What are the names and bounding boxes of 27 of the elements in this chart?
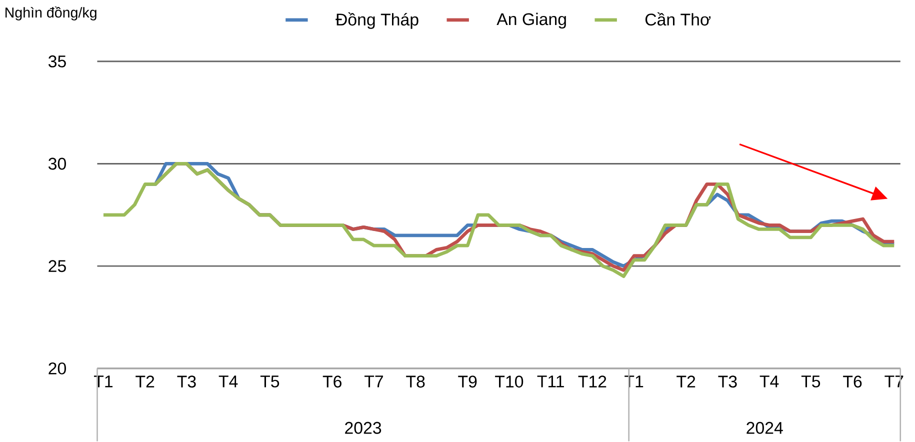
x-tick-label: T6 <box>843 376 862 388</box>
x-tick-label: T8 <box>406 376 425 388</box>
y-tick-label: 25 <box>48 260 66 272</box>
x-tick-label: T5 <box>260 376 280 388</box>
x-tick-label: T10 <box>495 376 524 388</box>
x-tick-label: T3 <box>718 376 737 388</box>
y-tick-label: 35 <box>48 55 66 68</box>
text: 2024 <box>746 422 783 434</box>
x-tick-label: T1 <box>94 376 113 388</box>
x-tick-label: T4 <box>218 376 238 388</box>
text: 2023 <box>345 422 382 434</box>
x-tick-label: T5 <box>801 376 820 388</box>
x-tick-label: T3 <box>177 376 196 388</box>
legend-label: Đồng Tháp <box>336 12 418 29</box>
x-tick-label: T4 <box>760 376 779 388</box>
legend-label: Cần Thơ <box>645 12 711 26</box>
x-tick-label: T7 <box>364 376 383 388</box>
x-tick-label: T9 <box>458 376 477 388</box>
legend-label: An Giang <box>496 12 566 29</box>
x-tick-label: T6 <box>322 376 342 388</box>
x-tick-label: T2 <box>676 376 696 388</box>
x-tick-label: T2 <box>136 376 154 388</box>
y-tick-label: 20 <box>48 362 66 374</box>
x-tick-label: T12 <box>578 376 606 388</box>
y-axis-title: Nghìn đồng/kg <box>6 6 96 20</box>
x-tick-label: T11 <box>537 376 564 388</box>
y-tick-label: 30 <box>48 158 66 170</box>
